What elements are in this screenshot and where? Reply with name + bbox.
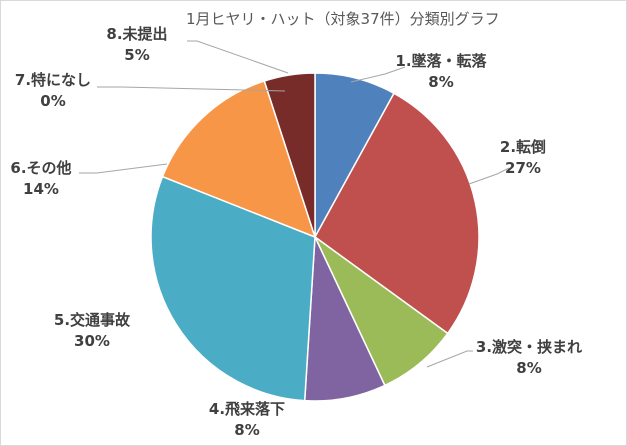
category-label: 5.交通事故 [54,311,131,329]
leader-line [97,86,286,92]
percent-label: 27% [505,159,541,177]
category-label: 6.その他 [10,159,71,177]
chart-title: 1月ヒヤリ・ハット（対象37件）分類別グラフ [186,10,500,28]
percent-label: 8% [428,73,453,91]
percent-label: 8% [234,421,259,439]
leader-line [350,66,406,83]
category-label: 7.特になし [15,71,91,89]
pie-slice [314,92,480,335]
category-label: 8.未提出 [106,25,167,43]
pie-slice [150,175,316,402]
leader-line [187,40,289,74]
percent-label: 0% [40,92,65,110]
category-label: 2.転倒 [500,138,546,156]
leader-lines [79,40,510,368]
category-label: 4.飛来落下 [209,400,285,418]
percent-label: 8% [516,359,541,377]
data-labels: 1.墜落・転落 8% 2.転倒 27% 3.激突・挟まれ 8% 4.飛来落下 8% 5.交通事故… [10,25,582,439]
percent-label: 5% [124,46,149,64]
category-label: 1.墜落・転落 [395,52,487,70]
pie-slice [263,72,316,238]
category-label: 3.激突・挟まれ [476,338,582,356]
leader-line [426,350,473,368]
leader-line [468,167,510,185]
leader-line [79,163,168,174]
pie-slices [150,72,480,402]
percent-label: 30% [74,332,110,350]
percent-label: 14% [23,180,59,198]
